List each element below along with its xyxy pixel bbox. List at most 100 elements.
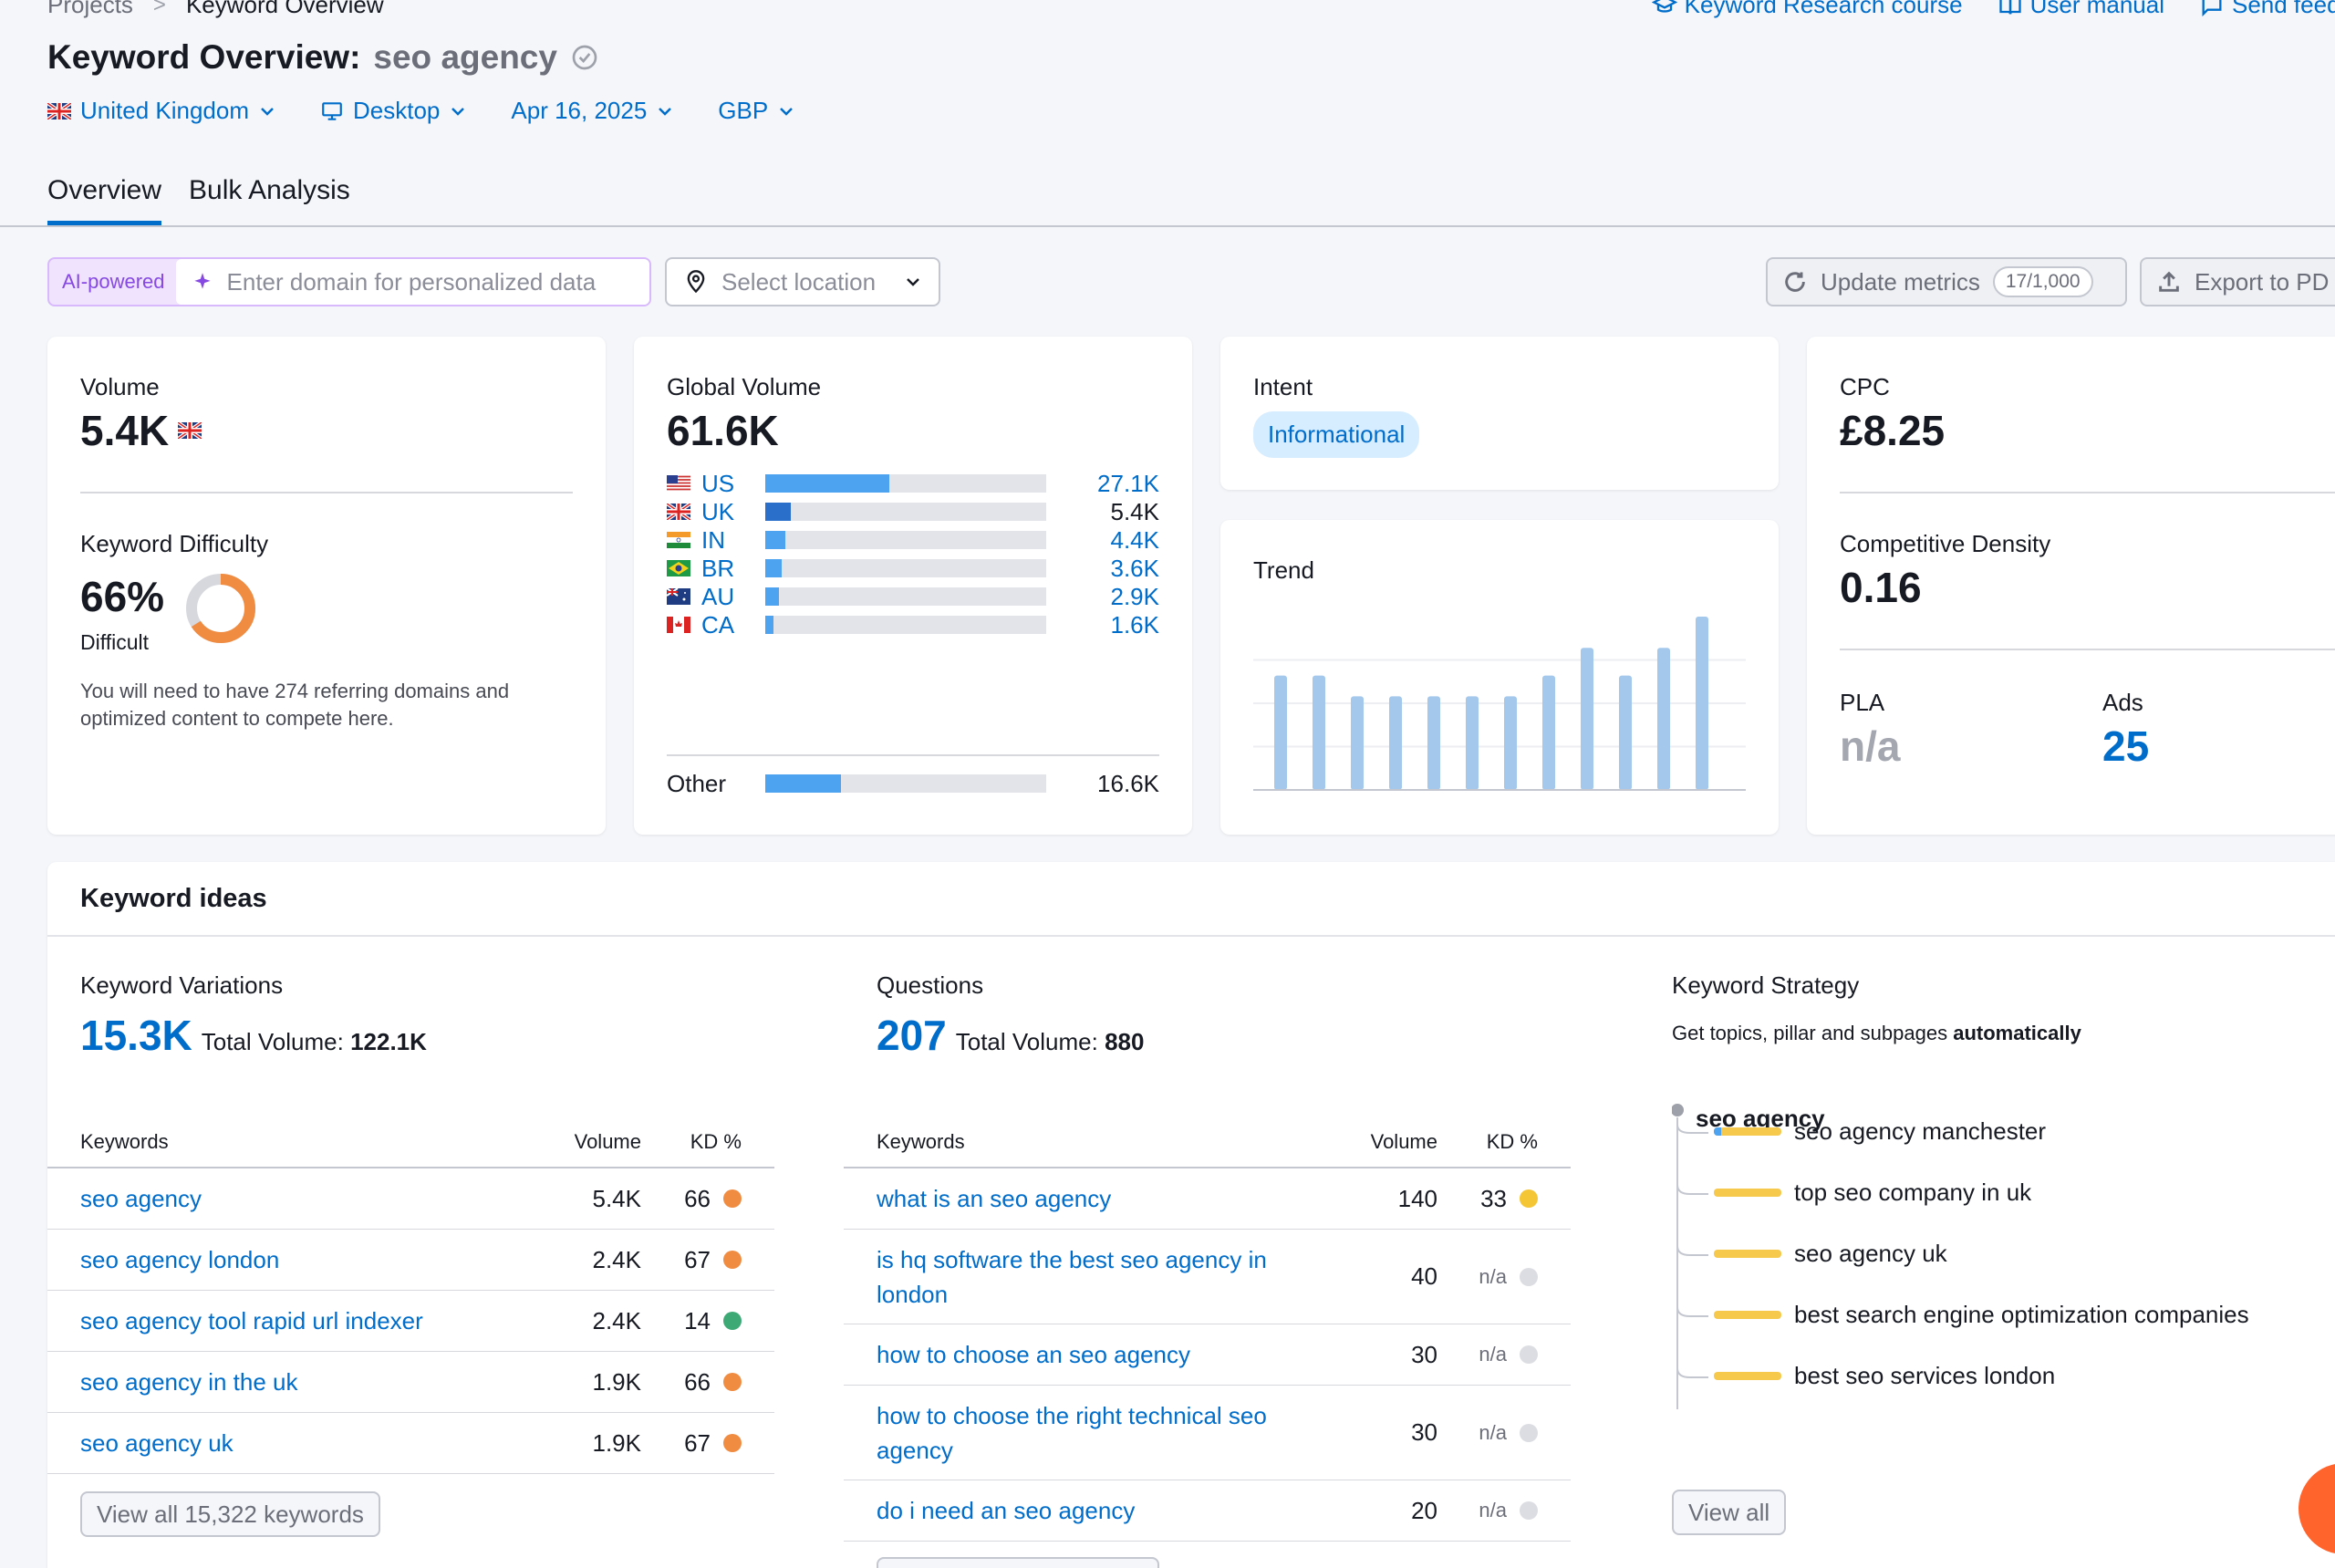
column-keywords: Keywords [877,1130,965,1153]
global-row-br: BR 3.6K [667,555,1159,582]
country-volume-value[interactable]: 1.6K [1110,610,1160,639]
keyword-volume: 1.9K [592,1428,642,1457]
country-volume-value[interactable]: 27.1K [1097,469,1159,497]
currency-dropdown[interactable]: GBP [718,97,795,125]
kd-dot-icon [1520,1423,1538,1442]
location-placeholder: Select location [721,267,877,296]
keyword-link[interactable]: seo agency [80,1185,202,1212]
country-volume-value[interactable]: 4.4K [1110,525,1160,554]
keyword-kd: 67 [641,1429,742,1458]
uk-flag-icon [667,504,690,520]
strategy-item[interactable]: seo agency manchester [1714,1117,2046,1146]
country-dropdown[interactable]: United Kingdom [47,97,276,125]
strategy-item[interactable]: best search engine optimization companie… [1714,1301,2249,1329]
table-row: how to choose the right technical seo ag… [844,1386,1571,1480]
date-dropdown[interactable]: Apr 16, 2025 [511,97,674,125]
country-volume-value: 5.4K [1110,497,1160,525]
table-row: seo agency in the uk 1.9K 66 [47,1352,774,1413]
keyword-difficulty-value: 66% [80,573,165,620]
column-volume: Volume [574,1130,641,1153]
breadcrumb-current: Keyword Overview [185,0,384,18]
keyword-variations-total: Total Volume: 122.1K [202,1028,427,1056]
trend-bar[interactable] [1313,675,1325,790]
strategy-item-bar [1714,1127,1781,1136]
keyword-strategy-subtitle: Get topics, pillar and subpages automati… [1672,1022,2081,1045]
chevron-down-icon [261,107,274,116]
country-volume-bar [765,474,1046,493]
trend-bar[interactable] [1274,675,1287,790]
send-feedback-link[interactable]: Send feedb [2199,0,2335,19]
keyword-link[interactable]: seo agency tool rapid url indexer [80,1307,423,1334]
kd-dot-icon [1520,1267,1538,1286]
keyword-volume: 1.9K [592,1367,642,1396]
questions-count[interactable]: 207 [877,1012,947,1059]
strategy-item-bar [1714,1250,1781,1258]
keyword-link[interactable]: how to choose an seo agency [877,1341,1191,1368]
country-code[interactable]: CA [701,610,735,639]
country-code[interactable]: IN [701,525,725,554]
keyword-kd: 67 [641,1246,742,1274]
keyword-link[interactable]: seo agency in the uk [80,1368,298,1396]
trend-bar[interactable] [1466,696,1479,790]
trend-bar[interactable] [1389,696,1402,790]
filters-bar: United Kingdom Desktop Apr 16, 2025 GBP [47,97,795,125]
country-code[interactable]: BR [701,554,735,582]
strategy-item-label: seo agency uk [1794,1240,1947,1267]
keyword-difficulty-label: Keyword Difficulty [80,530,269,557]
country-volume-value[interactable]: 3.6K [1110,554,1160,582]
trend-bar[interactable] [1696,617,1708,790]
questions-heading: Questions [877,971,984,999]
keyword-link[interactable]: seo agency uk [80,1429,234,1457]
br-flag-icon [667,560,690,576]
trend-bar[interactable] [1504,696,1517,790]
trend-bar[interactable] [1542,675,1555,790]
strategy-item[interactable]: top seo company in uk [1714,1179,2031,1207]
view-all-keywords-button[interactable]: View all 15,322 keywords [80,1491,380,1537]
user-manual-label: User manual [2029,0,2164,18]
strategy-tree-lines [1672,1104,1708,1409]
trend-bar[interactable] [1351,696,1364,790]
domain-input[interactable]: Enter domain for personalized data [175,259,649,305]
country-code[interactable]: AU [701,582,735,610]
strategy-item-label: top seo company in uk [1794,1179,2032,1206]
user-manual-link[interactable]: User manual [1998,0,2164,19]
strategy-item[interactable]: seo agency uk [1714,1240,1947,1268]
kd-dot-icon [723,1373,742,1391]
trend-bar[interactable] [1581,648,1593,790]
trend-bar[interactable] [1619,675,1632,790]
trend-bar[interactable] [1657,648,1670,790]
keyword-research-course-link[interactable]: Keyword Research course [1651,0,1963,19]
view-all-questions-button[interactable] [877,1557,1159,1568]
trend-card: Trend [1220,520,1779,835]
strategy-item[interactable]: best seo services london [1714,1362,2055,1390]
location-select[interactable]: Select location [665,257,940,306]
intent-card: Intent Informational [1220,337,1779,490]
tab-bulk-analysis[interactable]: Bulk Analysis [189,175,350,205]
export-pdf-button[interactable]: Export to PD [2140,257,2335,306]
device-dropdown[interactable]: Desktop [320,97,467,125]
total-volume-value: 122.1K [350,1028,427,1055]
country-code[interactable]: UK [701,497,735,525]
keyword-link[interactable]: what is an seo agency [877,1185,1112,1212]
global-row-other: Other 16.6K [667,770,1159,797]
cpc-divider [1840,492,2335,493]
table-row: how to choose an seo agency 30 n/a [844,1324,1571,1386]
page-title-label: Keyword Overview: [47,38,361,76]
breadcrumb-projects-link[interactable]: Projects [47,0,133,18]
update-metrics-button[interactable]: Update metrics 17/1,000 [1766,257,2127,306]
kd-dot-icon [1520,1501,1538,1520]
keyword-link[interactable]: how to choose the right technical seo ag… [877,1401,1267,1464]
country-volume-value[interactable]: 2.9K [1110,582,1160,610]
strategy-view-all-button[interactable]: View all [1672,1490,1787,1535]
keyword-link[interactable]: do i need an seo agency [877,1497,1136,1524]
tab-overview[interactable]: Overview [47,175,162,225]
table-header: Keywords Volume KD % [844,1117,1571,1168]
keyword-variations-count[interactable]: 15.3K [80,1012,192,1059]
ads-value[interactable]: 25 [2102,722,2150,770]
keyword-link[interactable]: seo agency london [80,1246,280,1273]
country-code[interactable]: US [701,469,735,497]
keyword-kd: 14 [641,1307,742,1335]
cpc-value: £8.25 [1840,407,1946,454]
keyword-link[interactable]: is hq software the best seo agency in lo… [877,1245,1267,1308]
trend-bar[interactable] [1427,696,1440,790]
